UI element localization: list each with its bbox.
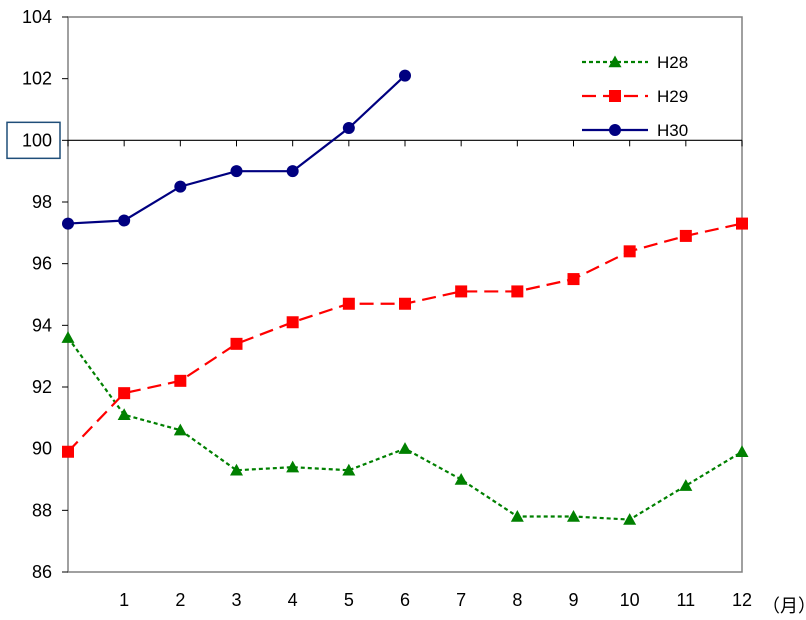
data-point-h28 <box>454 473 468 485</box>
data-point-h29 <box>567 273 580 286</box>
data-point-h30 <box>174 180 187 193</box>
y-tick-label: 96 <box>32 254 52 274</box>
data-point-h29 <box>511 285 524 298</box>
data-point-h29 <box>286 316 299 329</box>
x-tick-label: 10 <box>620 590 640 610</box>
data-point-h30 <box>62 217 74 230</box>
x-tick-label: 1 <box>119 590 129 610</box>
y-tick-label: 104 <box>22 7 52 27</box>
data-point-h28 <box>735 445 749 457</box>
data-point-h30 <box>342 122 355 134</box>
data-point-h28 <box>567 510 580 522</box>
data-point-h28 <box>510 510 524 522</box>
series-h30 <box>62 69 411 230</box>
data-point-h29 <box>399 297 411 310</box>
series-h29 <box>62 217 748 458</box>
data-point-h30 <box>286 165 299 178</box>
data-point-h28 <box>117 408 131 420</box>
x-tick-label: 12 <box>732 590 752 610</box>
data-point-h30 <box>118 214 131 227</box>
highlighted-tick-box <box>6 121 61 160</box>
data-point-h29 <box>736 217 748 230</box>
legend-label-h29: H29 <box>657 87 688 106</box>
series-layer <box>61 69 749 525</box>
plot-area <box>67 16 743 573</box>
legend-item-h28: H28 <box>582 53 688 72</box>
x-tick-label: 2 <box>175 590 185 610</box>
data-point-h28 <box>230 463 243 476</box>
data-point-h30 <box>399 69 411 82</box>
data-point-h28 <box>679 479 693 491</box>
x-axis-label: （月） <box>762 596 806 616</box>
x-tick-label: 6 <box>400 590 410 610</box>
data-point-h28 <box>173 423 187 436</box>
data-point-h29 <box>62 445 74 458</box>
legend-marker-h28 <box>608 55 622 68</box>
x-tick-label: 8 <box>512 590 522 610</box>
data-point-h28 <box>61 331 75 343</box>
legend-label-h28: H28 <box>657 53 688 72</box>
data-point-h29 <box>230 337 243 350</box>
y-tick-label: 90 <box>32 439 52 459</box>
data-point-h29 <box>623 245 636 258</box>
x-tick-label: 5 <box>344 590 354 610</box>
legend: H28 H29 H30 <box>582 53 688 140</box>
y-tick-label: 102 <box>22 69 52 89</box>
data-point-h29 <box>455 285 468 298</box>
y-tick-label: 92 <box>32 377 52 397</box>
series-h28 <box>61 331 749 525</box>
y-tick-label: 88 <box>32 500 52 520</box>
data-point-h29 <box>679 229 692 242</box>
data-point-h28 <box>398 442 412 454</box>
legend-marker-h30 <box>609 124 621 136</box>
data-point-h29 <box>118 387 131 400</box>
data-point-h28 <box>342 463 356 476</box>
legend-marker-h29 <box>609 90 621 102</box>
data-point-h29 <box>342 297 355 310</box>
data-point-h28 <box>623 513 637 525</box>
data-point-h29 <box>174 374 187 387</box>
y-tick-label: 86 <box>32 562 52 582</box>
y-tick-label-highlighted: 100 <box>22 130 52 150</box>
data-point-h30 <box>230 165 243 178</box>
x-tick-label: 4 <box>288 590 298 610</box>
x-tick-label: 9 <box>568 590 578 610</box>
legend-label-h30: H30 <box>657 121 688 140</box>
legend-item-h29: H29 <box>582 87 688 106</box>
x-tick-label: 11 <box>676 590 695 610</box>
y-tick-label: 94 <box>32 315 52 335</box>
x-tick-label: 3 <box>231 590 241 610</box>
legend-item-h30: H30 <box>582 121 688 140</box>
data-point-h28 <box>286 460 300 473</box>
x-tick-label: 7 <box>456 590 466 610</box>
y-tick-label: 98 <box>32 192 52 212</box>
